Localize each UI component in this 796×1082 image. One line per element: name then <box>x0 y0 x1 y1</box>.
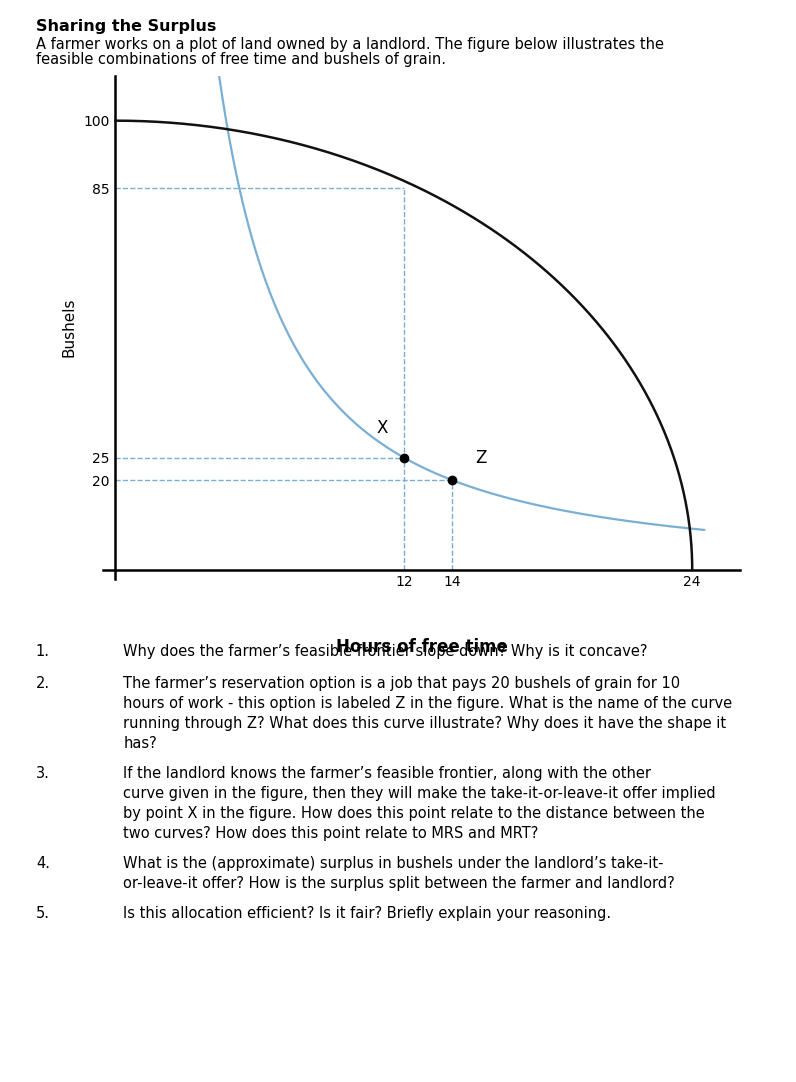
Text: by point X in the figure. How does this point relate to the distance between the: by point X in the figure. How does this … <box>123 806 705 821</box>
Text: The farmer’s reservation option is a job that pays 20 bushels of grain for 10: The farmer’s reservation option is a job… <box>123 676 681 690</box>
Text: hours of work - this option is labeled Z in the figure. What is the name of the : hours of work - this option is labeled Z… <box>123 696 732 711</box>
Text: feasible combinations of free time and bushels of grain.: feasible combinations of free time and b… <box>36 52 446 67</box>
Text: Z: Z <box>475 449 486 466</box>
Text: Why does the farmer’s feasible frontier slope down? Why is it concave?: Why does the farmer’s feasible frontier … <box>123 644 648 659</box>
Text: has?: has? <box>123 736 157 751</box>
Text: 3.: 3. <box>36 766 49 781</box>
Text: running through Z? What does this curve illustrate? Why does it have the shape i: running through Z? What does this curve … <box>123 716 727 730</box>
Text: Sharing the Surplus: Sharing the Surplus <box>36 19 217 35</box>
Text: What is the (approximate) surplus in bushels under the landlord’s take-it-: What is the (approximate) surplus in bus… <box>123 856 664 871</box>
Text: or-leave-it offer? How is the surplus split between the farmer and landlord?: or-leave-it offer? How is the surplus sp… <box>123 876 675 890</box>
Text: 4.: 4. <box>36 856 50 871</box>
Text: 2.: 2. <box>36 676 50 690</box>
Text: Is this allocation efficient? Is it fair? Briefly explain your reasoning.: Is this allocation efficient? Is it fair… <box>123 906 611 921</box>
Text: curve given in the figure, then they will make the take-it-or-leave-it offer imp: curve given in the figure, then they wil… <box>123 786 716 801</box>
Text: 5.: 5. <box>36 906 50 921</box>
Text: Hours of free time: Hours of free time <box>336 638 508 657</box>
Y-axis label: Bushels: Bushels <box>61 298 76 357</box>
Text: 1.: 1. <box>36 644 50 659</box>
Text: X: X <box>377 420 388 437</box>
Text: If the landlord knows the farmer’s feasible frontier, along with the other: If the landlord knows the farmer’s feasi… <box>123 766 651 781</box>
Text: two curves? How does this point relate to MRS and MRT?: two curves? How does this point relate t… <box>123 826 539 841</box>
Text: A farmer works on a plot of land owned by a landlord. The figure below illustrat: A farmer works on a plot of land owned b… <box>36 37 664 52</box>
